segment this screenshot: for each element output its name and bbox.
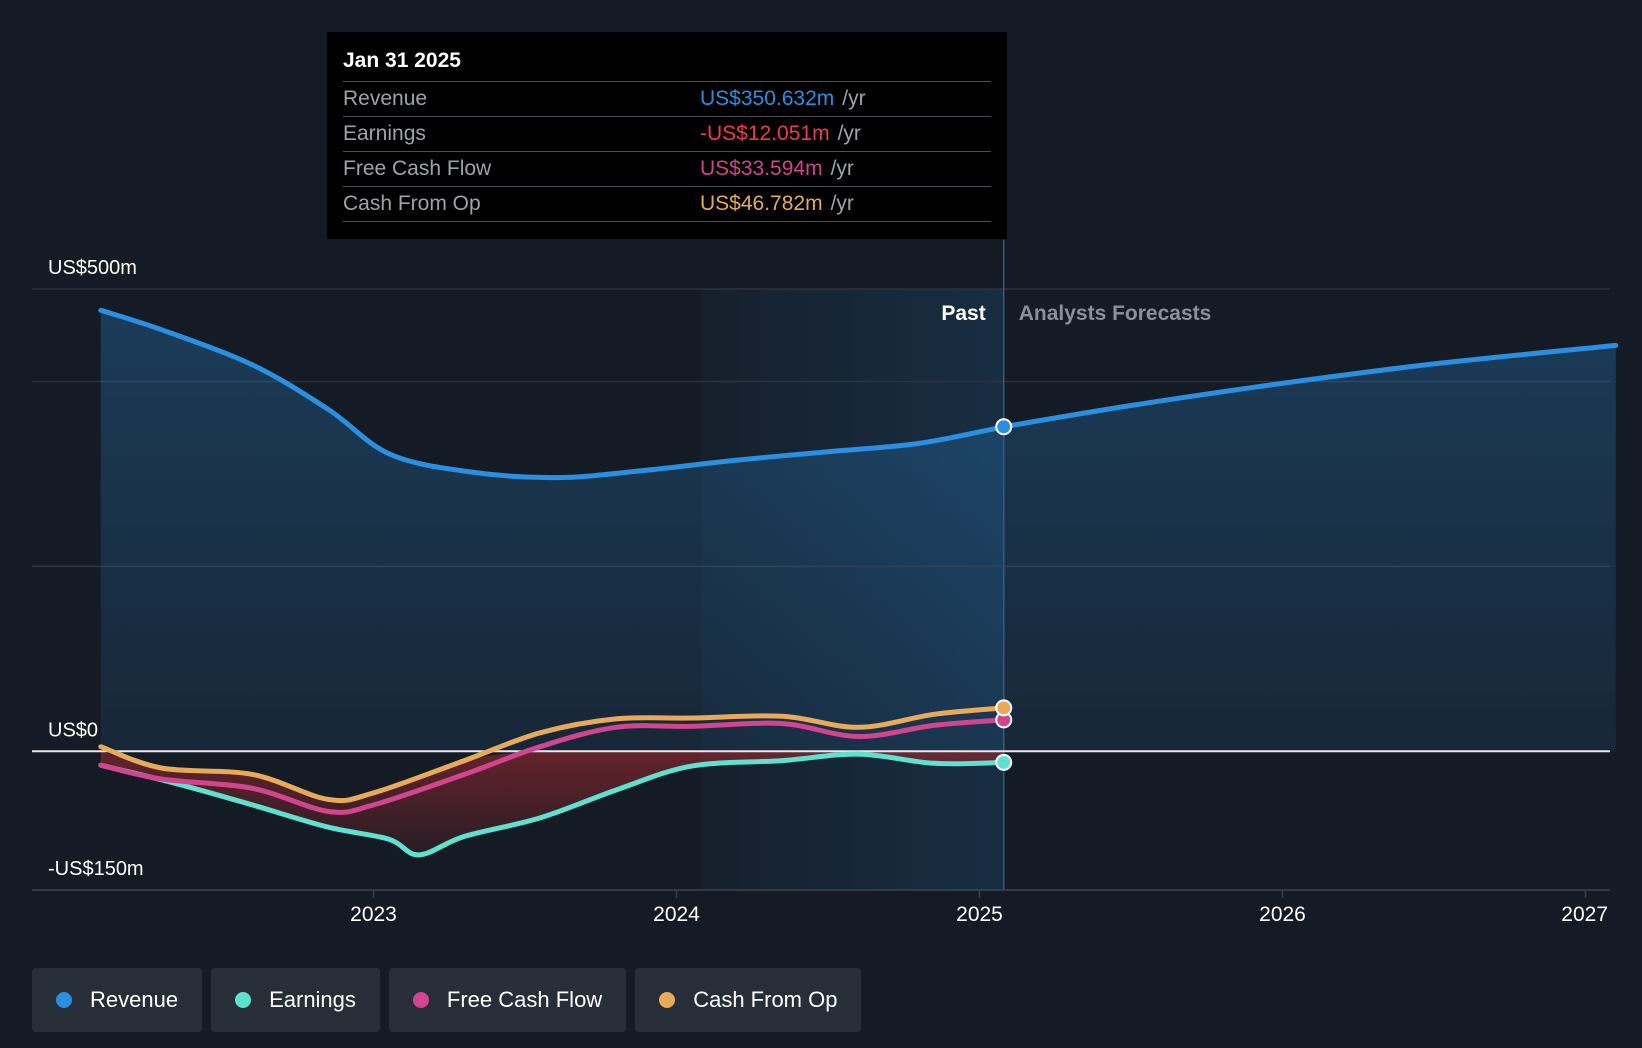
legend-item-revenue[interactable]: Revenue bbox=[32, 968, 203, 1032]
tooltip-value: US$33.594m bbox=[700, 157, 823, 180]
tooltip-row-revenue: Revenue US$350.632m /yr bbox=[343, 81, 991, 116]
y-tick-label: US$500m bbox=[48, 257, 137, 279]
tooltip-label: Earnings bbox=[343, 122, 426, 145]
legend-label: Cash From Op bbox=[693, 987, 838, 1012]
y-tick-label: -US$150m bbox=[48, 858, 144, 880]
legend-label: Revenue bbox=[90, 987, 179, 1012]
tooltip-unit: /yr bbox=[837, 122, 861, 145]
past-label: Past bbox=[941, 302, 985, 325]
free-cash-flow-dot-icon bbox=[412, 992, 429, 1008]
tooltip-label: Cash From Op bbox=[343, 192, 481, 215]
revenue-forecast-line bbox=[1001, 342, 1619, 430]
revenue-marker bbox=[995, 418, 1013, 436]
tooltip-unit: /yr bbox=[830, 192, 854, 215]
cash-from-op-dot-icon bbox=[659, 992, 676, 1008]
cash-from-op-marker bbox=[995, 699, 1013, 717]
tooltip-row-cash-from-op: Cash From Op US$46.782m /yr bbox=[343, 186, 991, 222]
tooltip-unit: /yr bbox=[830, 157, 854, 180]
revenue-line bbox=[98, 307, 1007, 481]
revenue-dot-icon bbox=[56, 992, 72, 1008]
legend-item-free-cash-flow[interactable]: Free Cash Flow bbox=[388, 968, 627, 1032]
y-tick-label: US$0 bbox=[48, 719, 98, 741]
tooltip-unit: /yr bbox=[842, 87, 866, 110]
free-cash-flow-line bbox=[98, 717, 1007, 815]
x-tick-label: 2027 bbox=[1561, 903, 1608, 926]
legend-item-earnings[interactable]: Earnings bbox=[211, 968, 380, 1032]
tooltip: Jan 31 2025 Revenue US$350.632m /yr Earn… bbox=[327, 32, 1007, 239]
x-tick-label: 2023 bbox=[350, 903, 397, 926]
revenue-area bbox=[100, 310, 1616, 752]
legend-label: Free Cash Flow bbox=[446, 987, 603, 1012]
legend-item-cash-from-op[interactable]: Cash From Op bbox=[635, 968, 862, 1032]
cash-from-op-line bbox=[98, 705, 1007, 804]
x-tick-label: 2025 bbox=[956, 903, 1003, 926]
negative-area bbox=[100, 750, 1004, 855]
tooltip-label: Free Cash Flow bbox=[343, 157, 492, 180]
tooltip-row-earnings: Earnings -US$12.051m /yr bbox=[343, 116, 991, 151]
x-tick-label: 2024 bbox=[653, 903, 700, 926]
legend: Revenue Earnings Free Cash Flow Cash Fro… bbox=[32, 968, 862, 1032]
x-tick-label: 2026 bbox=[1259, 903, 1306, 926]
legend-label: Earnings bbox=[269, 987, 356, 1012]
tooltip-row-free-cash-flow: Free Cash Flow US$33.594m /yr bbox=[343, 151, 991, 186]
forecast-label: Analysts Forecasts bbox=[1019, 302, 1212, 325]
earnings-marker bbox=[995, 753, 1013, 771]
tooltip-value: US$350.632m bbox=[700, 87, 835, 110]
tooltip-label: Revenue bbox=[343, 87, 428, 110]
earnings-line bbox=[98, 751, 1007, 858]
tooltip-value: US$46.782m bbox=[700, 192, 823, 215]
tooltip-value: -US$12.051m bbox=[700, 122, 830, 145]
earnings-dot-icon bbox=[235, 992, 252, 1008]
tooltip-date: Jan 31 2025 bbox=[343, 49, 461, 72]
